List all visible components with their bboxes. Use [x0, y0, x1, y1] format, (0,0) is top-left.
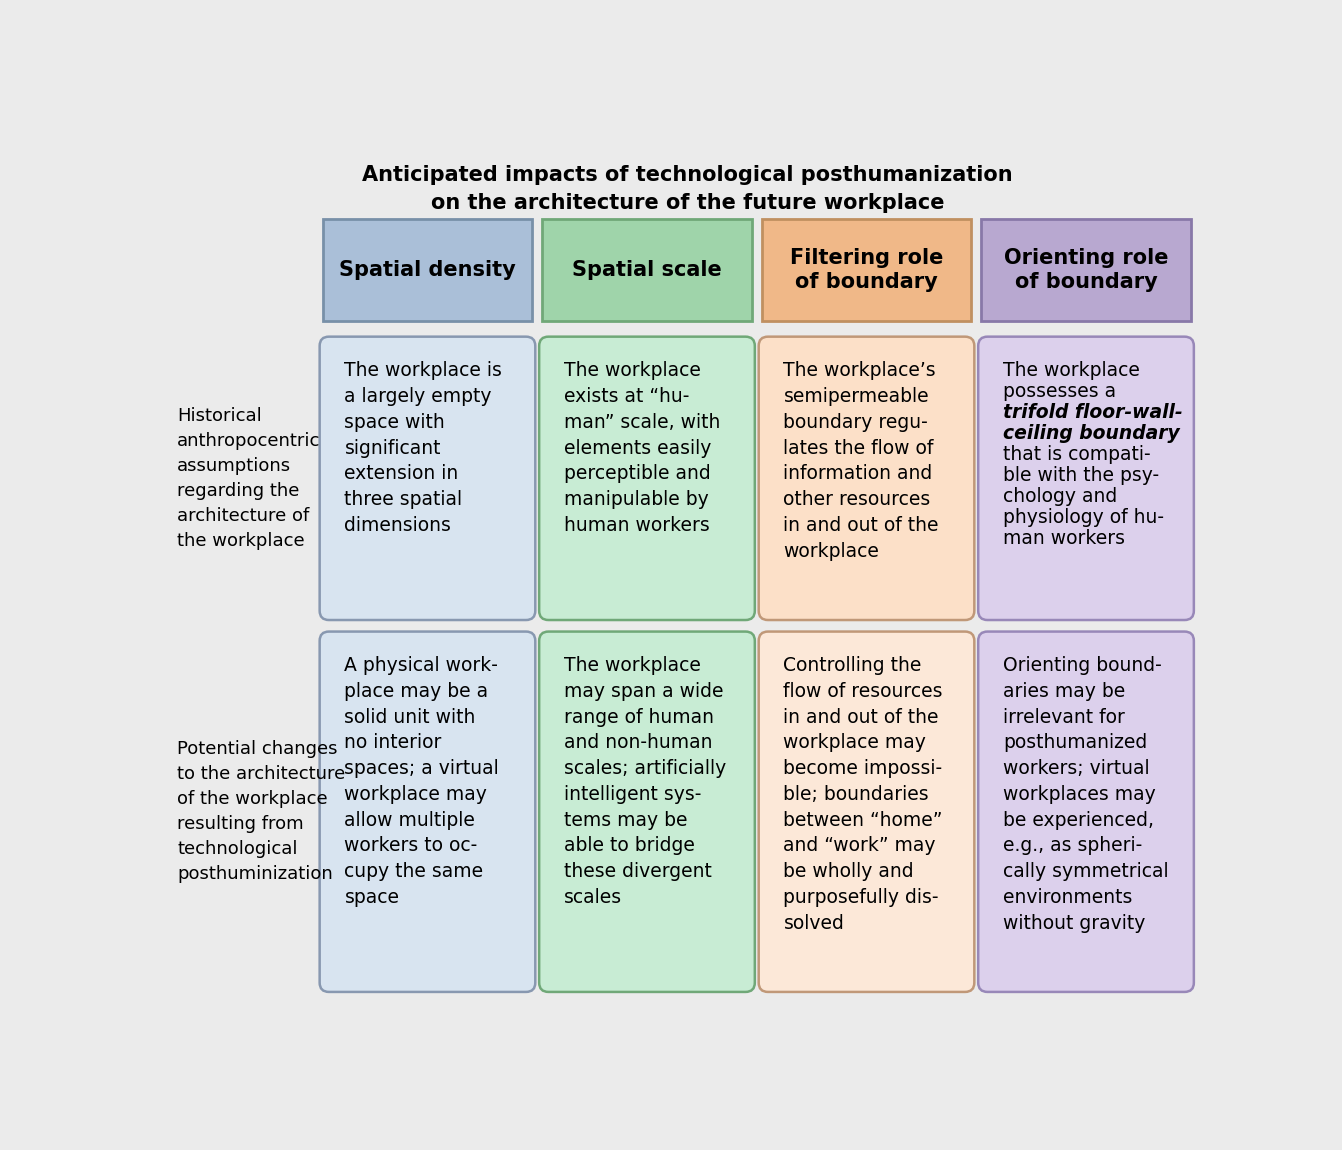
Text: Orienting role
of boundary: Orienting role of boundary [1004, 248, 1169, 292]
Text: trifold floor-wall-: trifold floor-wall- [1002, 404, 1182, 422]
Text: ceiling boundary: ceiling boundary [1002, 424, 1180, 443]
FancyBboxPatch shape [539, 337, 754, 620]
FancyBboxPatch shape [322, 218, 533, 321]
FancyBboxPatch shape [762, 218, 972, 321]
FancyBboxPatch shape [539, 631, 754, 992]
Text: ble with the psy-: ble with the psy- [1002, 466, 1159, 485]
Text: A physical work-
place may be a
solid unit with
no interior
spaces; a virtual
wo: A physical work- place may be a solid un… [345, 657, 499, 907]
Text: Spatial density: Spatial density [340, 260, 515, 281]
Text: that is compati-: that is compati- [1002, 445, 1150, 465]
Text: Controlling the
flow of resources
in and out of the
workplace may
become impossi: Controlling the flow of resources in and… [784, 657, 943, 933]
Text: The workplace’s
semipermeable
boundary regu-
lates the flow of
information and
o: The workplace’s semipermeable boundary r… [784, 361, 939, 560]
FancyBboxPatch shape [758, 337, 974, 620]
FancyBboxPatch shape [542, 218, 752, 321]
Text: man workers: man workers [1002, 529, 1125, 547]
Text: The workplace: The workplace [1002, 361, 1139, 381]
Text: Orienting bound-
aries may be
irrelevant for
posthumanized
workers; virtual
work: Orienting bound- aries may be irrelevant… [1002, 657, 1169, 933]
FancyBboxPatch shape [319, 337, 535, 620]
Text: Spatial scale: Spatial scale [572, 260, 722, 281]
Text: The workplace is
a largely empty
space with
significant
extension in
three spati: The workplace is a largely empty space w… [345, 361, 502, 535]
FancyBboxPatch shape [978, 631, 1194, 992]
Text: Historical
anthropocentric
assumptions
regarding the
architecture of
the workpla: Historical anthropocentric assumptions r… [177, 407, 321, 550]
FancyBboxPatch shape [978, 337, 1194, 620]
Text: physiology of hu-: physiology of hu- [1002, 508, 1164, 527]
Text: possesses a: possesses a [1002, 382, 1117, 401]
FancyBboxPatch shape [319, 631, 535, 992]
FancyBboxPatch shape [758, 631, 974, 992]
Text: The workplace
may span a wide
range of human
and non-human
scales; artificially
: The workplace may span a wide range of h… [564, 657, 726, 907]
Text: Potential changes
to the architecture
of the workplace
resulting from
technologi: Potential changes to the architecture of… [177, 741, 345, 883]
Text: Filtering role
of boundary: Filtering role of boundary [790, 248, 943, 292]
FancyBboxPatch shape [981, 218, 1190, 321]
Text: chology and: chology and [1002, 486, 1118, 506]
Text: Anticipated impacts of technological posthumanization
on the architecture of the: Anticipated impacts of technological pos… [362, 164, 1013, 213]
Text: The workplace
exists at “hu-
man” scale, with
elements easily
perceptible and
ma: The workplace exists at “hu- man” scale,… [564, 361, 721, 535]
